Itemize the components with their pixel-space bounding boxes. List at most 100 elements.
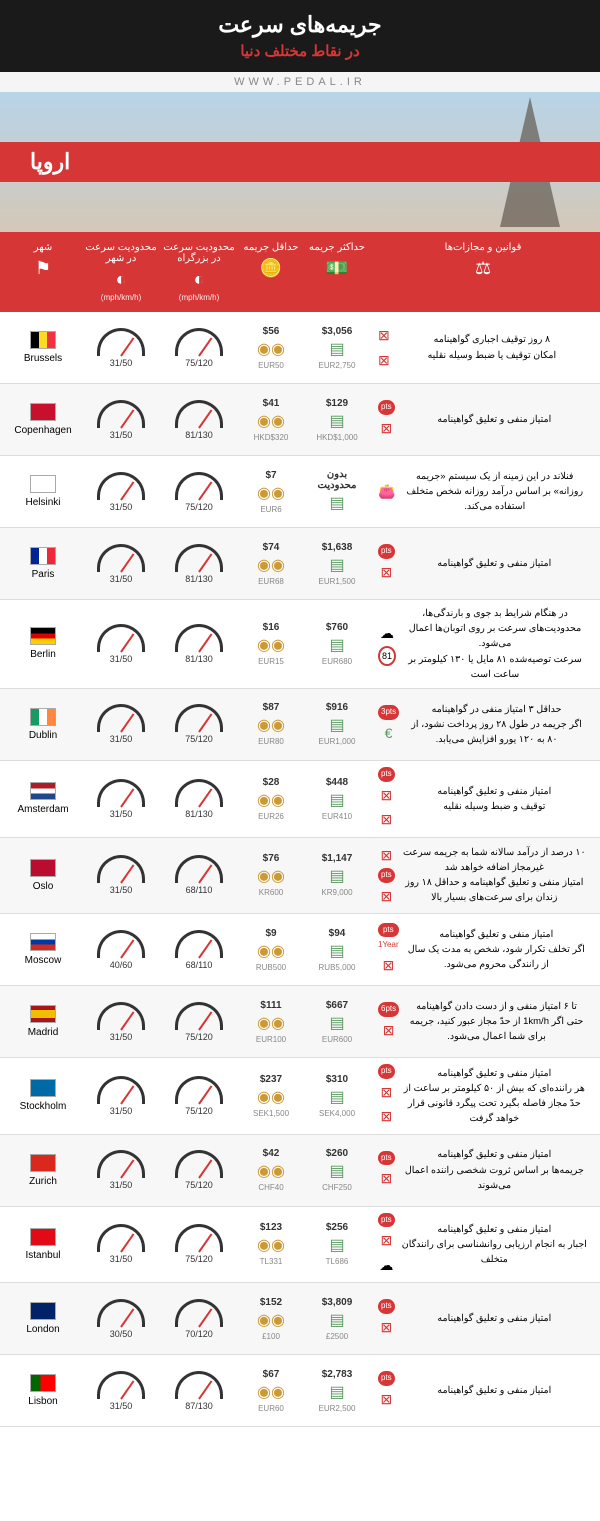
table-row: فنلاند در این زمینه از یک سیستم «جریمه ر… [0, 456, 600, 528]
hwy-speed: 75/120 [160, 472, 238, 512]
city-cell: Dublin [4, 708, 82, 741]
law-cell: امتیاز منفی و تعلیق گواهینامههر راننده‌ا… [370, 1064, 596, 1128]
hwy-speed: 81/130 [160, 624, 238, 664]
law-cell: امتیاز منفی و تعلیق گواهینامهpts⊠ [370, 544, 596, 583]
max-fine: $129▤HKD$1,000 [304, 398, 370, 442]
city-speed: 31/50 [82, 472, 160, 512]
hwy-speed: 81/130 [160, 779, 238, 819]
law-cell: امتیاز منفی و تعلیق گواهینامهاجبار به ان… [370, 1213, 596, 1277]
hwy-speed: 75/120 [160, 1150, 238, 1190]
min-fine: $41◉◉HKD$320 [238, 398, 304, 442]
city-cell: Stockholm [4, 1079, 82, 1112]
city-speed: 31/50 [82, 400, 160, 440]
header: جریمه‌های سرعت در نقاط مختلف دنیا [0, 0, 600, 72]
law-cell: تا ۶ امتیاز منفی و از دست دادن گواهینامه… [370, 999, 596, 1045]
subtitle: در نقاط مختلف دنیا [0, 42, 600, 60]
max-fine: $260▤CHF250 [304, 1148, 370, 1192]
law-cell: امتیاز منفی و تعلیق گواهینامهتوقیف و ضبط… [370, 767, 596, 831]
max-fine: $1,638▤EUR1,500 [304, 542, 370, 586]
law-cell: ۱۰ درصد از درآمد سالانه شما به جریمه سرع… [370, 844, 596, 908]
table-row: ۸ روز توقیف اجباری گواهینامهامکان توقیف … [0, 312, 600, 384]
max-fine: $448▤EUR410 [304, 777, 370, 821]
max-fine: $310▤SEK4,000 [304, 1074, 370, 1118]
max-fine: $3,809▤£2500 [304, 1297, 370, 1341]
city-speed: 40/60 [82, 930, 160, 970]
min-fine: $237◉◉SEK1,500 [238, 1074, 304, 1118]
table-row: امتیاز منفی و تعلیق گواهینامههر راننده‌ا… [0, 1058, 600, 1135]
table-row: امتیاز منفی و تعلیق گواهینامهجریمه‌ها بر… [0, 1135, 600, 1207]
city-cell: Paris [4, 547, 82, 580]
city-cell: Oslo [4, 859, 82, 892]
city-speed: 31/50 [82, 328, 160, 368]
min-fine: $9◉◉RUB500 [238, 928, 304, 972]
min-fine: $111◉◉EUR100 [238, 1000, 304, 1044]
city-speed: 31/50 [82, 704, 160, 744]
city-cell: Zurich [4, 1154, 82, 1187]
law-cell: در هنگام شرایط بد جوی و بارندگی‌ها، محدو… [370, 606, 596, 682]
min-fine: $67◉◉EUR60 [238, 1369, 304, 1413]
gavel-icon: ⚖ [475, 258, 491, 279]
watermark: WWW.PEDAL.IR [0, 72, 600, 92]
law-cell: امتیاز منفی و تعلیق گواهینامهجریمه‌ها بر… [370, 1147, 596, 1193]
city-speed: 31/50 [82, 1371, 160, 1411]
city-cell: Lisbon [4, 1374, 82, 1407]
max-fine: $667▤EUR600 [304, 1000, 370, 1044]
hwy-speed: 75/120 [160, 1002, 238, 1042]
min-fine: $28◉◉EUR26 [238, 777, 304, 821]
hwy-speed: 81/130 [160, 544, 238, 584]
city-cell: Moscow [4, 933, 82, 966]
min-fine: $76◉◉KR600 [238, 853, 304, 897]
table-row: امتیاز منفی و تعلیق گواهینامهpts⊠ $3,809… [0, 1283, 600, 1355]
flag-icon [30, 1228, 56, 1246]
table-row: امتیاز منفی و تعلیق گواهینامهpts⊠ $2,783… [0, 1355, 600, 1427]
min-fine: $7◉◉EUR6 [238, 470, 304, 514]
law-cell: امتیاز منفی و تعلیق گواهینامهpts⊠ [370, 1299, 596, 1338]
min-fine: $74◉◉EUR68 [238, 542, 304, 586]
hwy-speed: 75/120 [160, 1076, 238, 1116]
table-row: ۱۰ درصد از درآمد سالانه شما به جریمه سرع… [0, 838, 600, 915]
table-row: امتیاز منفی و تعلیق گواهینامهpts⊠ $129▤H… [0, 384, 600, 456]
law-cell: ۸ روز توقیف اجباری گواهینامهامکان توقیف … [370, 324, 596, 371]
min-fine: $123◉◉TL331 [238, 1222, 304, 1266]
flag-icon [30, 475, 56, 493]
cash-icon: 💵 [326, 258, 348, 279]
flag-icon [30, 1302, 56, 1320]
hwy-speed: 68/110 [160, 930, 238, 970]
hwy-speed: 75/120 [160, 328, 238, 368]
table-row: امتیاز منفی و تعلیق گواهینامهاجبار به ان… [0, 1207, 600, 1284]
flag-icon [30, 1374, 56, 1392]
city-speed: 31/50 [82, 544, 160, 584]
city-speed: 31/50 [82, 855, 160, 895]
flag-icon [30, 1079, 56, 1097]
table-row: امتیاز منفی و تعلیق گواهینامهتوقیف و ضبط… [0, 761, 600, 838]
min-fine: $87◉◉EUR80 [238, 702, 304, 746]
max-fine: $256▤TL686 [304, 1222, 370, 1266]
city-cell: Amsterdam [4, 782, 82, 815]
city-speed: 30/50 [82, 1299, 160, 1339]
hwy-speed: 75/120 [160, 1224, 238, 1264]
max-fine: $94▤RUB5,000 [304, 928, 370, 972]
gauge-icon: ◐ [116, 269, 127, 290]
city-speed: 31/50 [82, 624, 160, 664]
hero-image: اروپا [0, 92, 600, 232]
gauge-icon: ◐ [194, 269, 205, 290]
law-cell: حداقل ۳ امتیاز منفی در گواهینامهاگر جریم… [370, 702, 596, 748]
city-speed: 31/50 [82, 1224, 160, 1264]
flag-icon [30, 403, 56, 421]
table-row: حداقل ۳ امتیاز منفی در گواهینامهاگر جریم… [0, 689, 600, 761]
city-cell: Berlin [4, 627, 82, 660]
max-fine: بدونمحدودیت▤ [304, 469, 370, 515]
flag-icon [30, 627, 56, 645]
hwy-speed: 81/130 [160, 400, 238, 440]
flag-icon [30, 1154, 56, 1172]
city-cell: Istanbul [4, 1228, 82, 1261]
table-row: در هنگام شرایط بد جوی و بارندگی‌ها، محدو… [0, 600, 600, 689]
table-header: قوانین و مجازات‌ها⚖ حداکثر جریمه💵 حداقل … [0, 232, 600, 312]
law-cell: امتیاز منفی و تعلیق گواهینامهpts⊠ [370, 400, 596, 439]
min-fine: $152◉◉£100 [238, 1297, 304, 1341]
city-speed: 31/50 [82, 1150, 160, 1190]
city-cell: Madrid [4, 1005, 82, 1038]
flag-icon [30, 331, 56, 349]
table-row: امتیاز منفی و تعلیق گواهینامهاگر تخلف تک… [0, 914, 600, 986]
max-fine: $916▤EUR1,000 [304, 702, 370, 746]
